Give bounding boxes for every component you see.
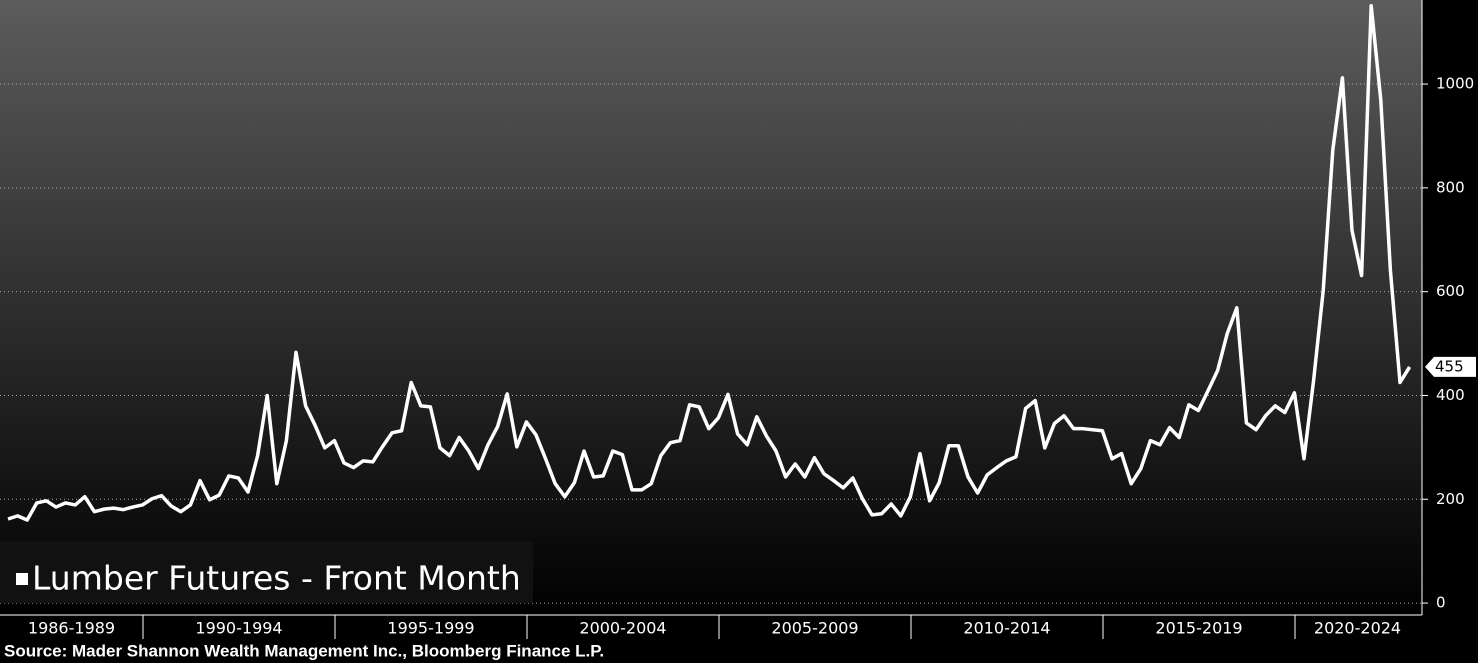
last-value-tag	[1425, 356, 1476, 377]
source: Source: Mader Shannon Wealth Management …	[4, 641, 604, 660]
x-period-label: 1990-1994	[195, 619, 282, 638]
x-period-label: 2005-2009	[771, 619, 858, 638]
x-period-label: 1995-1999	[387, 619, 474, 638]
legend-box	[0, 541, 533, 603]
y-tick-label: 200	[1436, 490, 1465, 508]
legend-swatch	[16, 573, 28, 585]
y-tick-label: 400	[1436, 386, 1465, 404]
y-tick-label: 1000	[1436, 75, 1474, 93]
grid: 0 200 400 600 800 1000 1986-1989 1990-1994 1995-…	[0, 75, 1474, 639]
x-period-label: 2000-2004	[579, 619, 666, 638]
x-period-label: 1986-1989	[28, 619, 115, 638]
plot-background	[0, 0, 1422, 615]
y-tick-label: 800	[1436, 178, 1465, 196]
legend-label: Lumber Futures - Front Month	[32, 559, 521, 598]
y-tick-label: 0	[1436, 594, 1446, 612]
line	[7, 3, 1412, 522]
x-period-label: 2010-2014	[963, 619, 1050, 638]
last-value-label: 455	[1435, 357, 1464, 375]
x-period-label: 2015-2019	[1155, 619, 1242, 638]
x-period-label: 2020-2024	[1314, 619, 1401, 638]
marks: 455	[7, 3, 1476, 522]
y-tick-label: 600	[1436, 282, 1465, 300]
